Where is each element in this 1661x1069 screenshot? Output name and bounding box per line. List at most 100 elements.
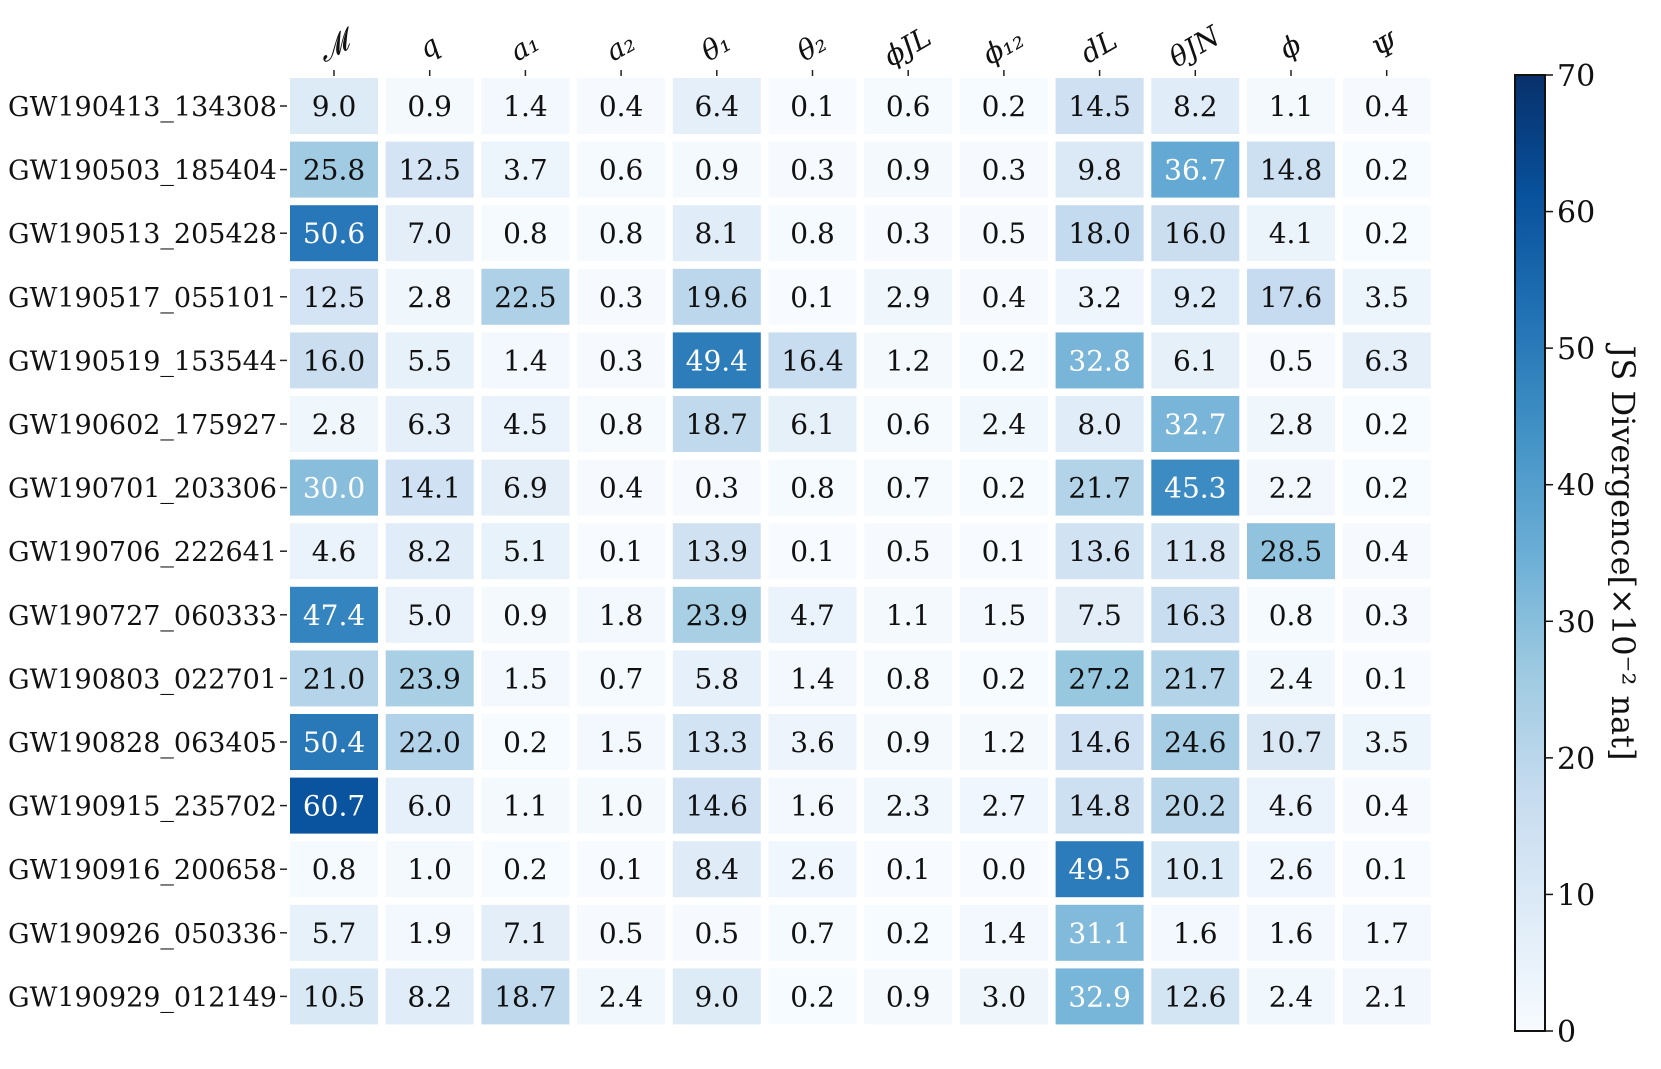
cell-value-label: 5.1 — [503, 535, 548, 568]
heatmap-cell — [385, 968, 474, 1025]
cell-value-label: 9.0 — [695, 980, 740, 1013]
heatmap-cell — [290, 268, 378, 325]
heatmap-cell — [1151, 714, 1240, 770]
colorbar-bar — [1514, 74, 1546, 1032]
heatmap-cell — [481, 459, 570, 516]
heatmap-cell — [959, 332, 1048, 389]
heatmap-cell — [1342, 968, 1431, 1025]
cell-value-label: 1.5 — [982, 599, 1027, 632]
heatmap-cell — [481, 268, 570, 325]
row-label: GW190503_185404 — [8, 156, 277, 187]
cell-value-label: 0.8 — [312, 853, 357, 886]
heatmap-cell — [1151, 841, 1240, 898]
cell-value-label: 2.9 — [886, 281, 931, 314]
cell-value-label: 0.9 — [886, 154, 931, 187]
cell-value-label: 2.2 — [1269, 472, 1314, 505]
heatmap-cell — [672, 968, 761, 1025]
cell-value-label: 0.8 — [886, 662, 931, 695]
heatmap-cell — [1151, 904, 1240, 961]
heatmap-cell — [577, 968, 666, 1025]
heatmap-cell — [385, 586, 474, 643]
cell-value-label: 6.3 — [1364, 344, 1409, 377]
heatmap-cell — [768, 205, 857, 262]
heatmap-cell — [1055, 586, 1144, 643]
heatmap-cell — [1055, 78, 1144, 134]
cell-value-label: 1.4 — [790, 662, 835, 695]
cell-value-label: 0.2 — [886, 917, 931, 950]
cell-value-label: 14.8 — [1260, 154, 1322, 187]
heatmap-cell — [1151, 777, 1240, 834]
heatmap-cell — [577, 141, 666, 198]
heatmap-cell — [290, 141, 378, 198]
heatmap-cell — [768, 777, 857, 834]
cell-value-label: 1.4 — [503, 90, 548, 123]
cell-value-label: 0.6 — [886, 408, 931, 441]
cell-value-label: 2.8 — [407, 281, 452, 314]
cell-value-label: 47.4 — [303, 599, 365, 632]
cell-value-label: 2.4 — [1269, 662, 1314, 695]
cell-value-label: 6.3 — [407, 408, 452, 441]
heatmap-cell — [1247, 78, 1335, 134]
heatmap-cell — [672, 459, 761, 516]
row-label: GW190517_055101 — [8, 283, 277, 314]
cell-value-label: 50.4 — [303, 726, 365, 759]
heatmap-cell — [1055, 714, 1144, 770]
heatmap-cell — [1342, 904, 1431, 961]
cell-value-label: 0.1 — [982, 535, 1027, 568]
cell-value-label: 0.3 — [790, 154, 835, 187]
cell-value-label: 10.5 — [303, 980, 365, 1013]
cell-value-label: 1.8 — [599, 599, 644, 632]
heatmap-cell — [1151, 78, 1240, 134]
heatmap-cell — [1055, 268, 1144, 325]
cell-value-label: 0.2 — [790, 980, 835, 1013]
cell-value-label: 24.6 — [1164, 726, 1226, 759]
row-labels: GW190413_134308 GW190503_185404 GW190513_2… — [8, 92, 287, 1013]
heatmap-cell — [577, 841, 666, 898]
cell-value-label: 1.5 — [503, 662, 548, 695]
heatmap-cell — [577, 205, 666, 262]
cell-value-label: 0.6 — [886, 90, 931, 123]
heatmap-cell — [959, 268, 1048, 325]
cell-value-label: 8.2 — [1173, 90, 1218, 123]
heatmap-cell — [864, 268, 953, 325]
cell-value-label: 12.5 — [303, 281, 365, 314]
heatmap-cell — [768, 841, 857, 898]
column-label: θ₁ — [696, 25, 737, 68]
cell-value-label: 0.1 — [790, 281, 835, 314]
heatmap-cell — [385, 650, 474, 707]
cell-value-label: 0.2 — [503, 853, 548, 886]
heatmap-cell — [290, 205, 378, 262]
cell-value-label: 0.6 — [599, 154, 644, 187]
heatmap-cell — [1247, 141, 1335, 198]
cell-value-label: 17.6 — [1260, 281, 1322, 314]
column-label: ϕJL — [878, 20, 937, 73]
colorbar-tick-label: 60 — [1557, 196, 1595, 231]
heatmap-cell — [385, 459, 474, 516]
heatmap-cell — [385, 268, 474, 325]
heatmap-cell — [768, 968, 857, 1025]
cell-value-label: 14.5 — [1068, 90, 1130, 123]
cell-value-label: 0.8 — [503, 217, 548, 250]
cell-value-label: 18.7 — [494, 980, 556, 1013]
heatmap-cell — [1055, 332, 1144, 389]
colorbar-tick-label: 70 — [1557, 59, 1595, 94]
heatmap-cell — [1055, 459, 1144, 516]
heatmap-cell — [481, 78, 570, 134]
cell-value-label: 49.5 — [1068, 853, 1130, 886]
heatmap-cell — [672, 714, 761, 770]
heatmap-cell — [1247, 459, 1335, 516]
cell-value-label: 45.3 — [1164, 472, 1226, 505]
heatmap-cell — [1342, 205, 1431, 262]
heatmap-cell — [1342, 523, 1431, 580]
heatmap-cell — [1342, 396, 1431, 452]
heatmap-cell — [577, 332, 666, 389]
cell-value-label: 0.2 — [1364, 472, 1409, 505]
heatmap-cell — [1342, 650, 1431, 707]
cell-value-label: 3.7 — [503, 154, 548, 187]
cell-value-label: 21.7 — [1068, 472, 1130, 505]
cell-value-label: 0.4 — [1364, 90, 1409, 123]
heatmap-cell — [1247, 650, 1335, 707]
cell-value-label: 32.8 — [1068, 344, 1130, 377]
cell-value-label: 0.5 — [695, 917, 740, 950]
heatmap-cell — [385, 205, 474, 262]
